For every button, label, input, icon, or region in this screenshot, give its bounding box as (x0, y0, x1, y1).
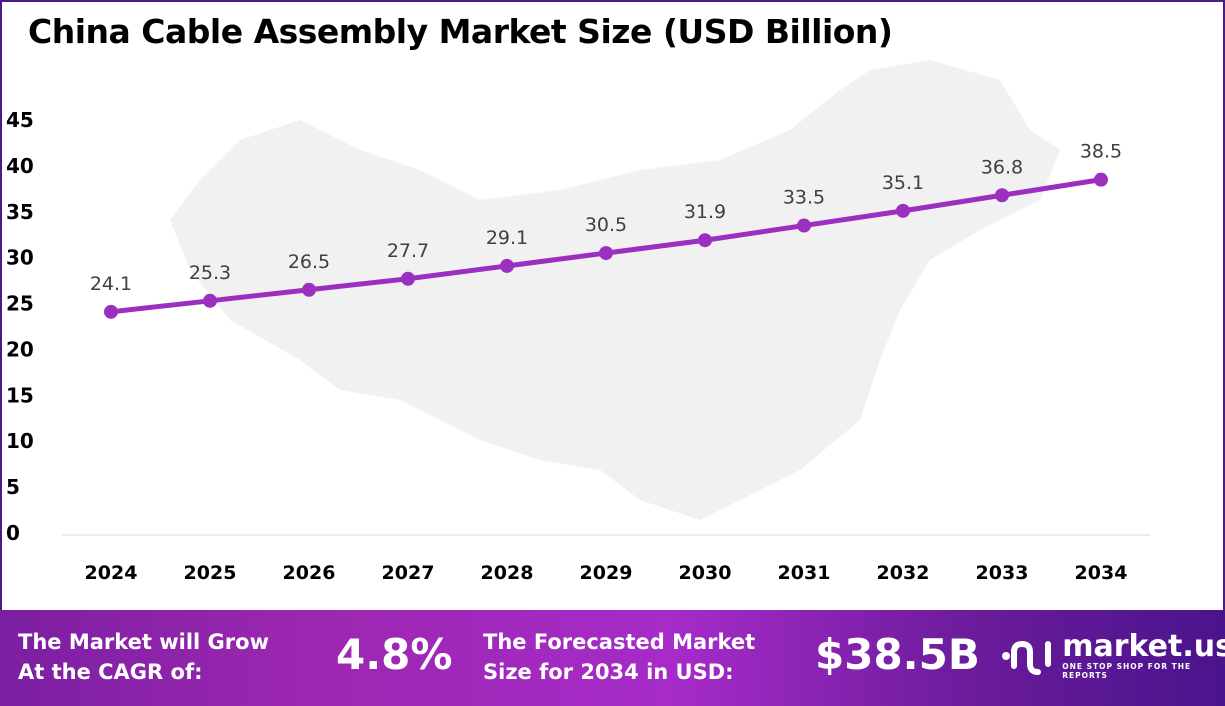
y-tick-label: 20 (6, 337, 34, 361)
x-tick-label: 2034 (1075, 562, 1128, 584)
x-tick-label: 2030 (679, 562, 732, 584)
data-label: 35.1 (882, 172, 924, 194)
data-point (896, 203, 910, 218)
x-tick-label: 2029 (580, 562, 633, 584)
chart-title: China Cable Assembly Market Size (USD Bi… (28, 12, 893, 51)
x-tick-label: 2027 (382, 562, 435, 584)
y-tick-label: 0 (6, 521, 20, 545)
forecast-label: The Forecasted Market Size for 2034 in U… (483, 627, 755, 687)
cagr-label: The Market will Grow At the CAGR of: (18, 627, 269, 687)
brand-name: market.us (1062, 629, 1225, 664)
data-label: 36.8 (981, 156, 1023, 178)
x-tick-label: 2026 (283, 562, 336, 584)
data-label: 24.1 (90, 273, 132, 295)
cagr-label-line2: At the CAGR of: (18, 660, 203, 684)
x-tick-label: 2031 (778, 562, 831, 584)
data-point (1094, 172, 1108, 187)
chart-frame (0, 0, 1225, 612)
forecast-label-line1: The Forecasted Market (483, 630, 756, 654)
y-tick-label: 35 (6, 200, 34, 224)
brand-logo: market.us ONE STOP SHOP FOR THE REPORTS (1000, 632, 1225, 680)
x-tick-label: 2033 (976, 562, 1029, 584)
data-label: 29.1 (486, 227, 528, 249)
china-map-background (170, 60, 1060, 520)
forecast-label-line2: Size for 2034 in USD: (483, 660, 734, 684)
brand-tagline: ONE STOP SHOP FOR THE REPORTS (1062, 662, 1192, 680)
cagr-label-line1: The Market will Grow (18, 630, 269, 654)
data-point (995, 188, 1009, 203)
x-tick-label: 2025 (184, 562, 237, 584)
data-point (500, 258, 514, 273)
data-label: 25.3 (189, 262, 231, 284)
market-us-logo-icon (1002, 640, 1051, 675)
data-label: 38.5 (1080, 141, 1122, 163)
x-tick-label: 2024 (85, 562, 138, 584)
data-point (203, 293, 217, 308)
data-label: 27.7 (387, 240, 429, 262)
data-label: 30.5 (585, 214, 627, 236)
y-tick-label: 5 (6, 475, 20, 499)
x-tick-label: 2032 (877, 562, 930, 584)
y-tick-label: 40 (6, 154, 34, 178)
data-point (302, 282, 316, 297)
data-label: 31.9 (684, 201, 726, 223)
data-point (599, 246, 613, 261)
y-tick-label: 10 (6, 429, 34, 453)
data-label: 26.5 (288, 251, 330, 273)
forecast-value: $38.5B (815, 630, 980, 679)
cagr-value: 4.8% (336, 630, 453, 679)
data-label: 33.5 (783, 187, 825, 209)
data-point (797, 218, 811, 233)
data-point (401, 271, 415, 286)
y-tick-label: 15 (6, 383, 34, 407)
footer-banner: The Market will Grow At the CAGR of: 4.8… (0, 610, 1225, 706)
y-tick-label: 30 (6, 246, 34, 270)
data-point (698, 233, 712, 248)
y-tick-label: 45 (6, 108, 34, 132)
x-tick-label: 2028 (481, 562, 534, 584)
data-point (104, 304, 118, 319)
y-tick-label: 25 (6, 292, 34, 316)
